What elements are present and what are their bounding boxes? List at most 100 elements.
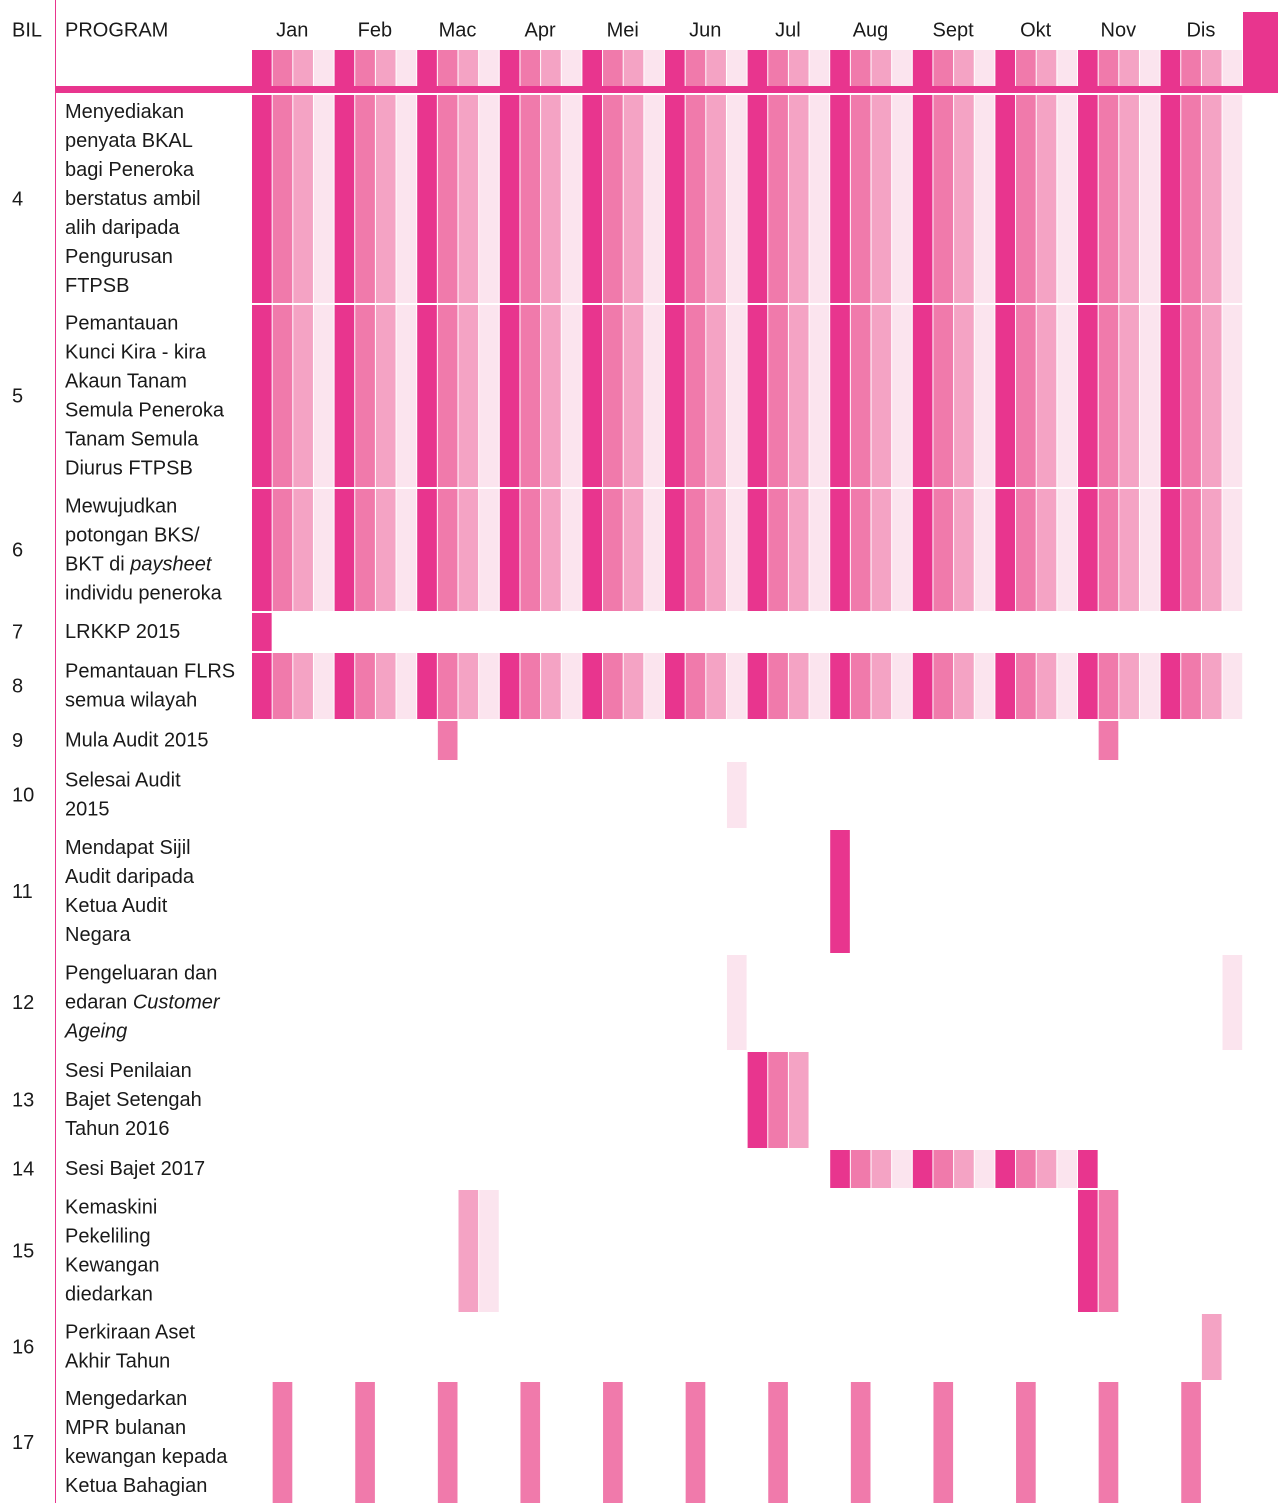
program-text: Mendapat Sijil: [65, 837, 191, 859]
program-line: LRKKP 2015: [65, 621, 180, 643]
program-text: Semula Peneroka: [65, 400, 225, 422]
week-cell: [706, 50, 726, 86]
week-cell: [252, 95, 272, 303]
row-number: 10: [12, 784, 34, 806]
program-line: Menyediakan: [65, 101, 184, 123]
month-label: Sept: [933, 19, 975, 41]
week-cell: [871, 1150, 892, 1188]
month-label: Jun: [689, 19, 721, 41]
program-line: Akaun Tanam: [65, 371, 187, 393]
week-cell: [272, 305, 293, 487]
week-cell: [1016, 95, 1036, 303]
week-cell: [1078, 1190, 1098, 1312]
month-label: Apr: [525, 19, 556, 41]
week-cell: [644, 653, 664, 719]
week-cell: [1016, 50, 1036, 86]
week-cell: [974, 50, 995, 86]
week-cell: [954, 489, 974, 611]
week-cell: [1201, 50, 1222, 86]
program-text: Pengeluaran dan: [65, 963, 217, 985]
week-cell: [747, 489, 768, 611]
week-cell: [1036, 50, 1057, 86]
week-cell: [272, 1382, 293, 1503]
week-cell: [747, 95, 768, 303]
program-text: Pemantauan: [65, 313, 178, 335]
week-cell: [1057, 305, 1077, 487]
program-text: MPR bulanan: [65, 1417, 186, 1439]
week-cell: [1078, 50, 1098, 86]
program-line: Selesai Audit: [65, 770, 181, 792]
program-line: Pemantauan: [65, 313, 178, 335]
week-cell: [252, 305, 272, 487]
week-cell: [541, 50, 561, 86]
week-cell: [830, 50, 850, 86]
week-cell: [499, 95, 520, 303]
week-cell: [272, 50, 293, 86]
program-line: individu peneroka: [65, 583, 223, 605]
week-cell: [252, 50, 272, 86]
week-cell: [995, 50, 1016, 86]
week-cell: [561, 50, 582, 86]
week-cell: [293, 653, 313, 719]
week-cell: [499, 50, 520, 86]
program-text: Akaun Tanam: [65, 371, 187, 393]
week-cell: [1036, 305, 1057, 487]
week-cell: [1201, 95, 1222, 303]
week-cell: [726, 489, 747, 611]
week-cell: [252, 613, 272, 651]
week-cell: [623, 653, 644, 719]
week-cell: [1222, 955, 1243, 1050]
week-cell: [995, 95, 1016, 303]
program-line: Ageing: [64, 1021, 127, 1043]
program-line: Mula Audit 2015: [65, 730, 208, 752]
week-cell: [1222, 653, 1243, 719]
week-cell: [1201, 489, 1222, 611]
week-cell: [933, 1150, 954, 1188]
week-cell: [437, 305, 458, 487]
program-line: Pengeluaran dan: [65, 963, 217, 985]
week-cell: [1201, 1314, 1222, 1380]
week-cell: [582, 50, 603, 86]
week-cell: [850, 653, 871, 719]
program-line: Mewujudkan: [65, 496, 177, 518]
week-cell: [623, 95, 644, 303]
week-cell: [685, 50, 706, 86]
week-cell: [1057, 489, 1077, 611]
week-cell: [788, 50, 809, 86]
week-cell: [974, 489, 995, 611]
week-cell: [1098, 95, 1119, 303]
program-line: Kemaskini: [65, 1197, 157, 1219]
week-cell: [1119, 50, 1139, 86]
program-text: edaran: [65, 992, 133, 1014]
program-text: diedarkan: [65, 1284, 153, 1306]
week-cell: [830, 1150, 850, 1188]
week-cell: [437, 489, 458, 611]
week-cell: [520, 653, 541, 719]
week-cell: [685, 305, 706, 487]
week-cell: [417, 653, 437, 719]
week-cell: [665, 50, 685, 86]
program-line: FTPSB: [65, 275, 129, 297]
program-line: Pekeliling: [65, 1226, 151, 1248]
program-text: Akhir Tahun: [65, 1351, 170, 1373]
program-line: Diurus FTPSB: [65, 458, 193, 480]
week-cell: [1036, 489, 1057, 611]
row-number: 14: [12, 1158, 34, 1180]
row-number: 7: [12, 621, 23, 643]
week-cell: [933, 305, 954, 487]
week-cell: [1139, 95, 1160, 303]
week-cell: [437, 95, 458, 303]
week-cell: [665, 305, 685, 487]
week-cell: [830, 489, 850, 611]
week-cell: [912, 95, 933, 303]
week-cell: [458, 305, 479, 487]
week-cell: [272, 95, 293, 303]
program-line: diedarkan: [65, 1284, 153, 1306]
week-cell: [520, 1382, 541, 1503]
program-line: BKT di paysheet: [65, 554, 213, 576]
week-cell: [293, 305, 313, 487]
program-text: bagi Peneroka: [65, 159, 195, 181]
week-cell: [582, 489, 603, 611]
week-cell: [892, 489, 912, 611]
program-line: Akhir Tahun: [65, 1351, 170, 1373]
